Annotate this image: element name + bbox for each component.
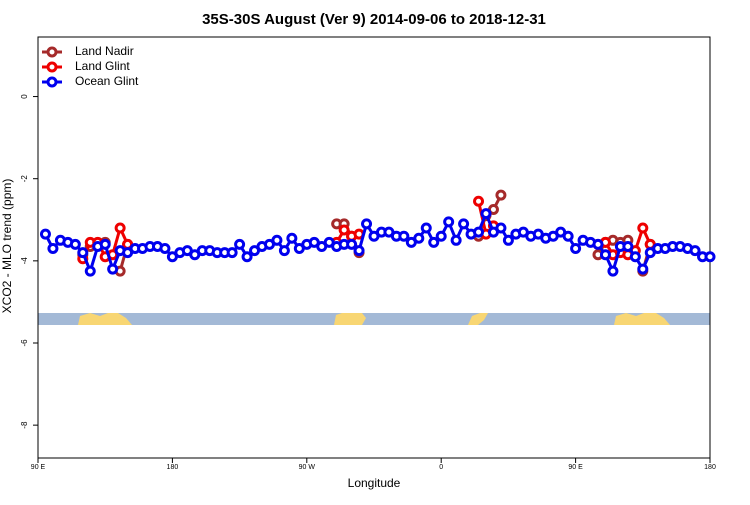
legend-label: Land Glint bbox=[75, 59, 130, 73]
data-point bbox=[570, 243, 582, 255]
data-point bbox=[607, 265, 619, 277]
data-point bbox=[428, 236, 440, 248]
x-tick-label: 90 E bbox=[568, 464, 583, 471]
data-point bbox=[77, 247, 89, 259]
plot-frame bbox=[37, 36, 711, 459]
data-point bbox=[495, 189, 507, 201]
land-shape bbox=[78, 313, 132, 325]
land-shape bbox=[614, 313, 670, 325]
data-point bbox=[361, 218, 373, 230]
data-point bbox=[114, 222, 126, 234]
data-point bbox=[435, 230, 447, 242]
data-point bbox=[69, 238, 81, 250]
data-point bbox=[47, 243, 59, 255]
data-point bbox=[39, 228, 51, 240]
legend-marker bbox=[46, 61, 58, 73]
legend-label: Ocean Glint bbox=[75, 74, 139, 88]
y-tick-label: 0 bbox=[20, 94, 29, 99]
x-tick-label: 180 bbox=[704, 464, 716, 471]
legend-label: Land Nadir bbox=[75, 44, 134, 58]
data-point bbox=[286, 232, 298, 244]
land-strip bbox=[38, 313, 710, 325]
data-point bbox=[599, 249, 611, 261]
data-point bbox=[353, 245, 365, 257]
data-point bbox=[473, 226, 485, 238]
x-tick-label: 90 E bbox=[31, 464, 46, 471]
data-point bbox=[241, 251, 253, 263]
legend-marker bbox=[46, 76, 58, 88]
chart-title: 35S-30S August (Ver 9) 2014-09-06 to 201… bbox=[202, 11, 546, 28]
data-point bbox=[159, 243, 171, 255]
data-point bbox=[637, 263, 649, 275]
data-point bbox=[398, 230, 410, 242]
x-tick-label: 90 W bbox=[299, 464, 316, 471]
data-point bbox=[629, 251, 641, 263]
data-point bbox=[84, 265, 96, 277]
data-point bbox=[473, 195, 485, 207]
data-point bbox=[689, 245, 701, 257]
data-point bbox=[413, 232, 425, 244]
data-point bbox=[234, 238, 246, 250]
legend-marker bbox=[46, 46, 58, 58]
x-axis-label: Longitude bbox=[348, 476, 401, 490]
data-point bbox=[346, 238, 358, 250]
data-point bbox=[99, 238, 111, 250]
data-point bbox=[107, 263, 119, 275]
data-point bbox=[480, 208, 492, 220]
data-point bbox=[562, 230, 574, 242]
data-point bbox=[226, 247, 238, 259]
data-point bbox=[495, 222, 507, 234]
land-shape bbox=[468, 313, 488, 325]
data-point bbox=[450, 234, 462, 246]
plot-area bbox=[39, 189, 716, 277]
y-tick-label: -8 bbox=[20, 421, 29, 429]
data-point bbox=[458, 218, 470, 230]
data-point bbox=[420, 222, 432, 234]
y-tick-label: -4 bbox=[20, 257, 29, 265]
data-point bbox=[278, 245, 290, 257]
data-point bbox=[338, 224, 350, 236]
data-point bbox=[592, 238, 604, 250]
data-point bbox=[704, 251, 716, 263]
y-tick-label: -6 bbox=[20, 339, 29, 347]
y-axis-label: XCO2 - MLO trend (ppm) bbox=[0, 179, 14, 314]
x-tick-label: 0 bbox=[439, 464, 443, 471]
data-point bbox=[271, 234, 283, 246]
land-shape bbox=[334, 313, 366, 325]
x-tick-label: 180 bbox=[167, 464, 179, 471]
data-point bbox=[637, 222, 649, 234]
data-point bbox=[502, 234, 514, 246]
data-point bbox=[622, 240, 634, 252]
y-tick-label: -2 bbox=[20, 175, 29, 183]
data-point bbox=[443, 216, 455, 228]
ocean-band bbox=[38, 313, 710, 325]
